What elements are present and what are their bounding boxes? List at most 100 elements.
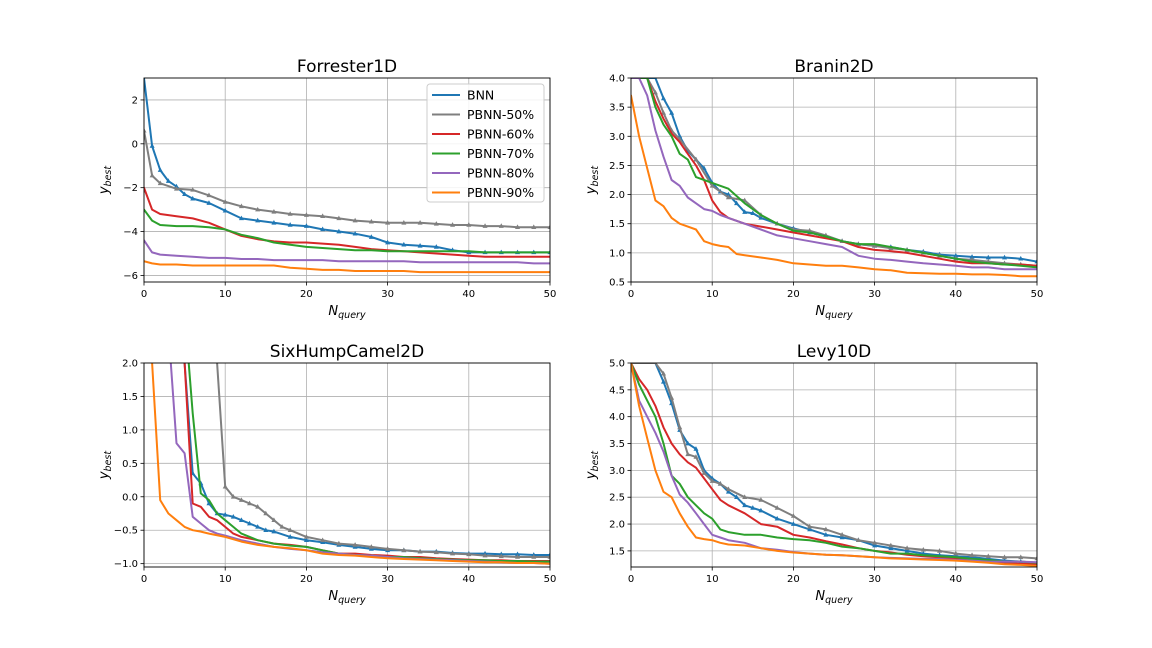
series-marker — [937, 548, 943, 553]
series-marker — [230, 514, 236, 519]
series-marker — [401, 241, 407, 247]
series-marker — [790, 513, 796, 518]
series-marker — [482, 223, 488, 228]
y-axis-label: ybest — [97, 165, 114, 196]
y-axis-label-main: y — [97, 471, 112, 480]
series-marker — [190, 187, 196, 192]
series-group — [151, 363, 550, 565]
series-marker — [693, 156, 699, 162]
x-axis-label-sub: query — [825, 595, 853, 606]
series-marker — [238, 517, 244, 522]
series-marker — [920, 547, 926, 552]
legend-label: PBNN-70% — [467, 146, 534, 161]
series-marker — [855, 537, 861, 542]
series-marker — [742, 209, 748, 214]
y-tick-label: 2.0 — [609, 520, 625, 531]
x-tick-label: 0 — [628, 289, 634, 300]
x-tick-label: 40 — [949, 289, 962, 300]
subplot-3: 0 10 20 30 40 50 −1.0 −0.5 0.0 0.5 1.0 1.5 2.0 SixHum… — [97, 342, 556, 606]
x-tick-label: 30 — [868, 574, 881, 585]
series-marker — [336, 215, 342, 221]
series-group — [631, 363, 1037, 567]
y-tick-label: 4.0 — [609, 74, 625, 85]
series-marker — [709, 183, 715, 188]
series-marker — [466, 551, 472, 557]
series-marker — [888, 545, 894, 551]
y-axis-label-main: y — [97, 186, 112, 195]
series-marker — [547, 554, 550, 559]
series-marker — [807, 526, 813, 532]
series-marker — [985, 254, 991, 260]
series-marker — [401, 219, 407, 225]
chart-title: Forrester1D — [297, 57, 397, 77]
y-tick-label: 2.5 — [609, 161, 625, 172]
y-tick-label: 2.0 — [122, 359, 138, 370]
x-tick-label: 50 — [544, 574, 557, 585]
y-axis-label-main: y — [584, 186, 599, 195]
subplot-4: 0 10 20 30 40 50 1.5 2.0 2.5 3.0 3.5 4.0 4.5 5.0 Levy1… — [584, 342, 1043, 606]
series-marker — [157, 167, 163, 172]
x-tick-label: 50 — [1031, 289, 1044, 300]
series-marker — [368, 234, 374, 239]
x-tick-label: 30 — [381, 289, 394, 300]
series-marker — [238, 203, 244, 209]
x-axis-label-main: N — [815, 304, 825, 319]
y-axis-label: ybest — [584, 165, 601, 196]
y-axis-label-sub: best — [103, 450, 114, 472]
series-marker — [182, 191, 188, 197]
series-marker — [669, 110, 675, 115]
y-axis-label: ybest — [584, 450, 601, 481]
y-tick-label: 0.0 — [122, 492, 138, 503]
series-marker — [807, 523, 813, 529]
series-marker — [652, 89, 658, 95]
series-marker — [320, 537, 326, 543]
series-marker — [385, 219, 391, 225]
series-marker — [336, 540, 342, 546]
legend: BNN PBNN-50% PBNN-60% PBNN-70% PBNN-80% PBNN-… — [426, 83, 545, 203]
series-line-pbnn-50pct — [631, 363, 1037, 560]
y-tick-label: 3.5 — [609, 103, 625, 114]
series-marker — [433, 221, 439, 226]
series-marker — [515, 224, 521, 229]
x-axis-label-sub: query — [338, 310, 366, 321]
series-marker — [660, 370, 666, 376]
series-marker — [149, 172, 155, 178]
x-tick-label: 20 — [787, 574, 800, 585]
series-marker — [271, 517, 277, 522]
y-axis-label-sub: best — [103, 165, 114, 187]
series-marker — [1034, 258, 1037, 264]
series-marker — [904, 545, 910, 551]
series-marker — [953, 252, 959, 258]
series-marker — [255, 217, 261, 223]
series-marker — [238, 497, 244, 502]
y-axis-label: ybest — [97, 450, 114, 481]
series-marker — [206, 500, 212, 506]
series-marker — [839, 531, 845, 537]
y-axis-label-main: y — [584, 471, 599, 480]
series-marker — [247, 500, 253, 506]
series-marker — [222, 199, 228, 204]
y-axis-label-sub: best — [590, 450, 601, 472]
series-marker — [303, 537, 309, 543]
y-tick-label: 1.0 — [122, 425, 138, 436]
x-tick-label: 0 — [141, 289, 147, 300]
axes-frame — [143, 77, 551, 283]
x-axis-label: Nquery — [328, 304, 366, 321]
series-marker — [725, 489, 731, 494]
series-marker — [255, 504, 261, 509]
series-marker — [385, 546, 391, 551]
series-marker — [531, 554, 537, 559]
series-line-pbnn-70pct — [187, 363, 550, 563]
subplot-2: 0 10 20 30 40 50 0.5 1.0 1.5 2.0 2.5 3.0 3.5 4.0 Brani… — [584, 57, 1043, 321]
y-tick-label: 2 — [132, 95, 138, 106]
legend-label: PBNN-50% — [467, 107, 534, 122]
series-marker — [734, 200, 740, 206]
series-marker — [969, 552, 975, 557]
y-tick-label: 5.0 — [609, 359, 625, 370]
x-tick-label: 0 — [628, 574, 634, 585]
series-marker — [685, 440, 691, 446]
legend-label: PBNN-90% — [467, 185, 534, 200]
series-marker — [774, 515, 780, 521]
series-group — [144, 78, 550, 274]
